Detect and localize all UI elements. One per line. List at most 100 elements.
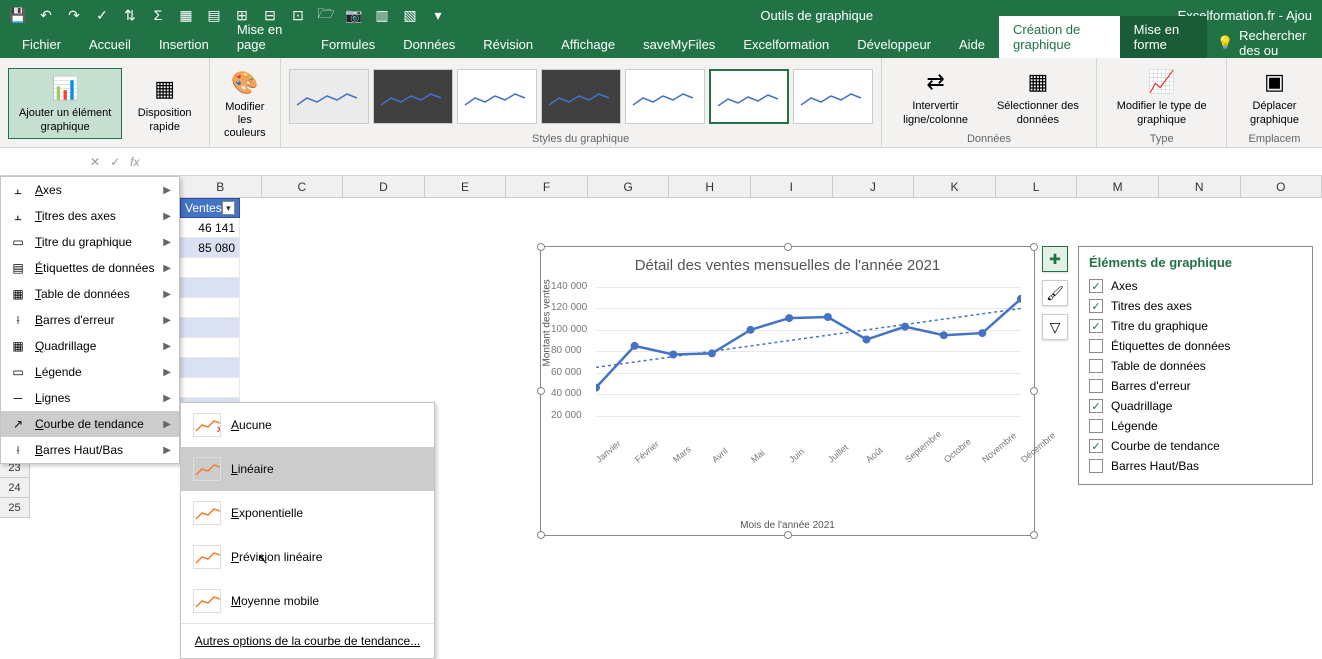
tab-formules[interactable]: Formules bbox=[307, 31, 389, 58]
select-data-button[interactable]: ▦ Sélectionner des données bbox=[987, 62, 1088, 130]
cell[interactable] bbox=[180, 318, 240, 338]
qat-more-icon[interactable]: ▾ bbox=[430, 7, 446, 23]
column-header[interactable]: B bbox=[180, 176, 262, 197]
element-table-de-donn-es[interactable]: Table de données bbox=[1089, 356, 1302, 376]
chart-styles-button[interactable]: 🖌 bbox=[1042, 280, 1068, 306]
autosum-icon[interactable]: Σ bbox=[150, 7, 166, 23]
column-header[interactable]: N bbox=[1159, 176, 1241, 197]
chart-object[interactable]: Détail des ventes mensuelles de l'année … bbox=[540, 246, 1035, 536]
element-barres-haut-bas[interactable]: Barres Haut/Bas bbox=[1089, 456, 1302, 476]
cell[interactable] bbox=[180, 298, 240, 318]
tab-création-de-graphique[interactable]: Création de graphique bbox=[999, 16, 1120, 58]
trendline-pr-vision-lin-aire[interactable]: Prévision linéaire bbox=[181, 535, 434, 579]
chart-filters-button[interactable]: ▽ bbox=[1042, 314, 1068, 340]
column-header[interactable]: H bbox=[669, 176, 751, 197]
qat-icon[interactable]: ▦ bbox=[178, 7, 194, 23]
sort-icon[interactable]: ⇅ bbox=[122, 7, 138, 23]
checkbox[interactable]: ✓ bbox=[1089, 299, 1103, 313]
tab-développeur[interactable]: Développeur bbox=[843, 31, 945, 58]
column-header[interactable]: M bbox=[1077, 176, 1159, 197]
tab-accueil[interactable]: Accueil bbox=[75, 31, 145, 58]
chart-style-7[interactable] bbox=[793, 69, 873, 124]
x-axis-label[interactable]: Mois de l'année 2021 bbox=[541, 520, 1034, 531]
menu-quadrillage[interactable]: ▦Quadrillage▶ bbox=[1, 333, 179, 359]
chart-title[interactable]: Détail des ventes mensuelles de l'année … bbox=[541, 247, 1034, 280]
checkbox[interactable]: ✓ bbox=[1089, 279, 1103, 293]
checkbox[interactable]: ✓ bbox=[1089, 319, 1103, 333]
cell[interactable]: 46 141 bbox=[180, 218, 240, 238]
cell[interactable] bbox=[180, 338, 240, 358]
move-chart-button[interactable]: ▣ Déplacer graphique bbox=[1235, 62, 1314, 130]
element-courbe-de-tendance[interactable]: ✓Courbe de tendance bbox=[1089, 436, 1302, 456]
checkbox[interactable] bbox=[1089, 359, 1103, 373]
cell[interactable] bbox=[180, 358, 240, 378]
chart-style-3[interactable] bbox=[457, 69, 537, 124]
menu-courbe-de-tendance[interactable]: ↗Courbe de tendance▶ bbox=[1, 411, 179, 437]
trendline-aucune[interactable]: ✕Aucune bbox=[181, 403, 434, 447]
column-header[interactable]: O bbox=[1241, 176, 1322, 197]
chart-elements-button[interactable]: ✚ bbox=[1042, 246, 1068, 272]
tab-fichier[interactable]: Fichier bbox=[8, 31, 75, 58]
row-header[interactable]: 24 bbox=[0, 478, 30, 498]
chart-style-1[interactable] bbox=[289, 69, 369, 124]
trendline-moyenne-mobile[interactable]: Moyenne mobile bbox=[181, 579, 434, 623]
menu-barres-haut-bas[interactable]: ⟊Barres Haut/Bas▶ bbox=[1, 437, 179, 463]
chart-style-2[interactable] bbox=[373, 69, 453, 124]
checkbox[interactable] bbox=[1089, 419, 1103, 433]
cancel-icon[interactable]: ✕ bbox=[90, 155, 100, 169]
chart-plot-area[interactable]: 20 00040 00060 00080 000100 000120 00014… bbox=[596, 287, 1021, 437]
tab-affichage[interactable]: Affichage bbox=[547, 31, 629, 58]
checkbox[interactable]: ✓ bbox=[1089, 399, 1103, 413]
column-header[interactable]: D bbox=[343, 176, 425, 197]
menu-barres-d-erreur[interactable]: ⟊Barres d'erreur▶ bbox=[1, 307, 179, 333]
tab-révision[interactable]: Révision bbox=[469, 31, 547, 58]
cell[interactable]: 85 080 bbox=[180, 238, 240, 258]
chart-style-5[interactable] bbox=[625, 69, 705, 124]
table-header-cell[interactable]: Ventes▾ bbox=[180, 198, 240, 218]
switch-row-col-button[interactable]: ⇄ Intervertir ligne/colonne bbox=[890, 62, 982, 130]
tab-mise-en-forme[interactable]: Mise en forme bbox=[1120, 16, 1207, 58]
confirm-icon[interactable]: ✓ bbox=[110, 155, 120, 169]
menu-titres-des-axes[interactable]: ⫠Titres des axes▶ bbox=[1, 203, 179, 229]
menu-table-de-donn-es[interactable]: ▦Table de données▶ bbox=[1, 281, 179, 307]
column-header[interactable]: E bbox=[425, 176, 507, 197]
column-header[interactable]: F bbox=[506, 176, 588, 197]
column-header[interactable]: J bbox=[833, 176, 915, 197]
element-titres-des-axes[interactable]: ✓Titres des axes bbox=[1089, 296, 1302, 316]
chart-style-4[interactable] bbox=[541, 69, 621, 124]
menu-titre-du-graphique[interactable]: ▭Titre du graphique▶ bbox=[1, 229, 179, 255]
element--tiquettes-de-donn-es[interactable]: Étiquettes de données bbox=[1089, 336, 1302, 356]
undo-icon[interactable]: ↶ bbox=[38, 7, 54, 23]
menu-lignes[interactable]: ─Lignes▶ bbox=[1, 385, 179, 411]
column-header[interactable]: K bbox=[914, 176, 996, 197]
qat-icon[interactable]: 🗁 bbox=[318, 7, 334, 23]
change-chart-type-button[interactable]: 📈 Modifier le type de graphique bbox=[1105, 62, 1218, 130]
tab-aide[interactable]: Aide bbox=[945, 31, 999, 58]
element-l-gende[interactable]: Légende bbox=[1089, 416, 1302, 436]
trendline-lin-aire[interactable]: Linéaire bbox=[181, 447, 434, 491]
checkbox[interactable] bbox=[1089, 459, 1103, 473]
checkbox[interactable]: ✓ bbox=[1089, 439, 1103, 453]
save-icon[interactable]: 💾 bbox=[10, 7, 26, 23]
menu-l-gende[interactable]: ▭Légende▶ bbox=[1, 359, 179, 385]
column-header[interactable]: I bbox=[751, 176, 833, 197]
cell[interactable] bbox=[180, 258, 240, 278]
menu-axes[interactable]: ⫠Axes▶ bbox=[1, 177, 179, 203]
trendline-exponentielle[interactable]: Exponentielle bbox=[181, 491, 434, 535]
column-header[interactable]: G bbox=[588, 176, 670, 197]
cell[interactable] bbox=[180, 278, 240, 298]
column-header[interactable]: C bbox=[262, 176, 344, 197]
qat-icon[interactable]: ▤ bbox=[206, 7, 222, 23]
worksheet[interactable]: BCDEFGHIJKLMNO Ventes▾46 14185 080141516… bbox=[0, 176, 1322, 653]
row-header[interactable]: 25 bbox=[0, 498, 30, 518]
element-titre-du-graphique[interactable]: ✓Titre du graphique bbox=[1089, 316, 1302, 336]
menu--tiquettes-de-donn-es[interactable]: ▤Étiquettes de données▶ bbox=[1, 255, 179, 281]
element-quadrillage[interactable]: ✓Quadrillage bbox=[1089, 396, 1302, 416]
tab-mise-en-page[interactable]: Mise en page bbox=[223, 16, 307, 58]
cell[interactable] bbox=[180, 378, 240, 398]
quick-layout-button[interactable]: ▦ Disposition rapide bbox=[128, 69, 201, 137]
redo-icon[interactable]: ↷ bbox=[66, 7, 82, 23]
qat-icon[interactable]: ▧ bbox=[402, 7, 418, 23]
tab-excelformation[interactable]: Excelformation bbox=[729, 31, 843, 58]
search-text[interactable]: Rechercher des ou bbox=[1239, 28, 1312, 58]
